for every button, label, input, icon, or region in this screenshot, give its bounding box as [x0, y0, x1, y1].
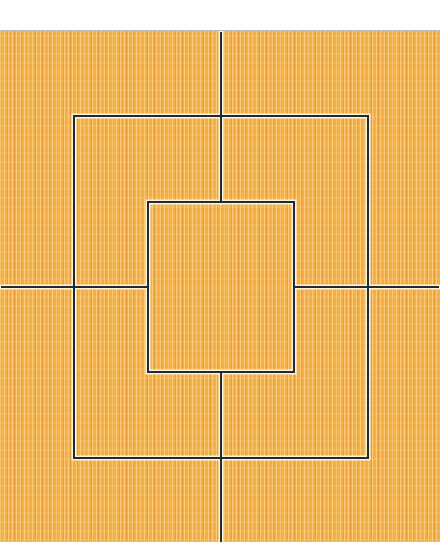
inner-square: [147, 201, 295, 373]
game-board[interactable]: [0, 30, 440, 543]
board-lines: [0, 31, 440, 543]
